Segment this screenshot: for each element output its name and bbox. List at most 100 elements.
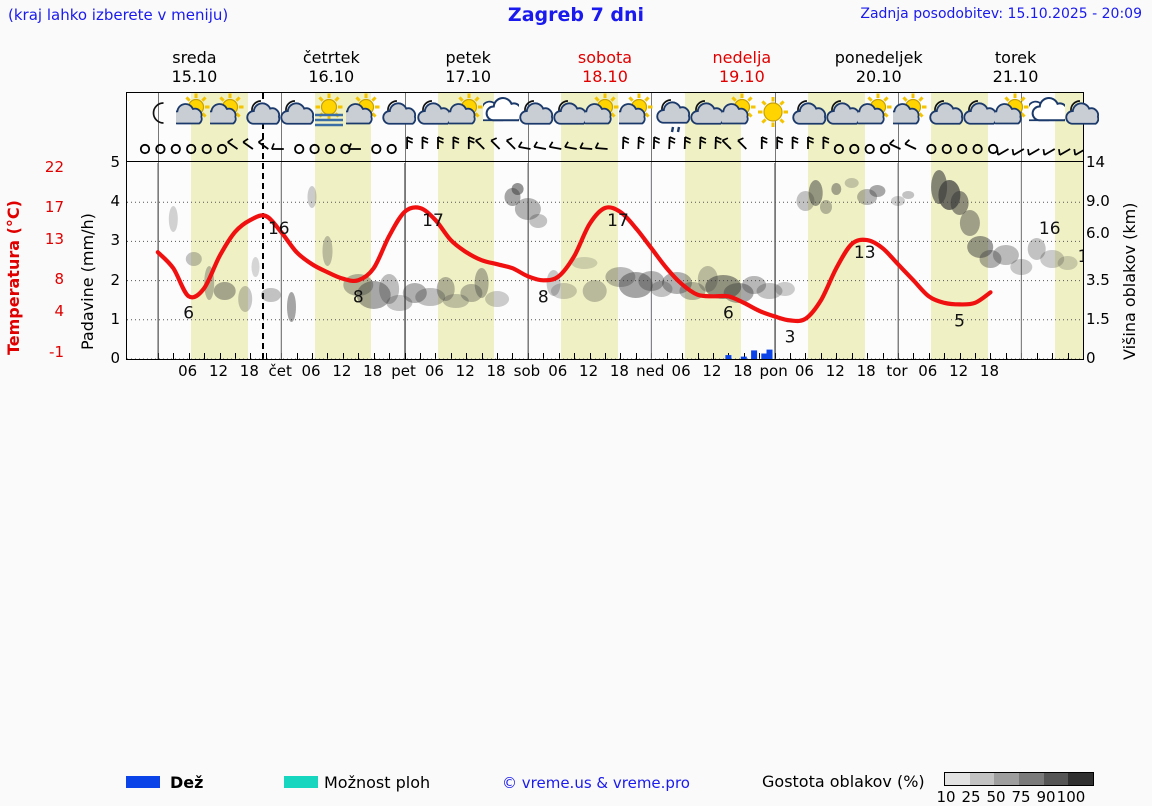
cloud-blob-48: [891, 196, 905, 206]
weather-icon-moon-cloud-23: [927, 93, 963, 135]
precip-bar-2: [751, 350, 757, 359]
day-date: 21.10: [947, 67, 1084, 86]
cloud-blob-28: [583, 280, 607, 302]
temperature-axis-title: Temperatura (°C): [4, 175, 23, 355]
weather-icon-sun-cloud-6: [346, 93, 382, 135]
cloud-blob-44: [831, 183, 841, 195]
weather-icon-sun-cloud-21: [858, 93, 894, 135]
precipitation-tick-4: 1: [104, 310, 120, 328]
cloud-blob-7: [287, 292, 296, 322]
temp-annotation-1: 16: [268, 219, 290, 239]
temp-annotation-3: 17: [422, 211, 444, 231]
temp-annotation-5: 17: [607, 211, 629, 231]
temp-annotation-6: 6: [723, 303, 734, 323]
temp-annotation-7: 3: [785, 327, 796, 347]
precipitation-tick-3: 2: [104, 271, 120, 289]
weather-icon-moon-cloud-3: [244, 93, 280, 135]
precipitation-tick-2: 3: [104, 231, 120, 249]
cloud-blob-60: [1058, 256, 1078, 270]
weather-icon-sun-cloud-25: [995, 93, 1031, 135]
day-name: nedelja: [673, 48, 810, 67]
day-date: 16.10: [263, 67, 400, 86]
cloud-blob-43: [820, 200, 832, 214]
weather-icon-sun-cloud-22: [893, 93, 929, 135]
day-name: torek: [947, 48, 1084, 67]
temp-annotation-8: 13: [854, 243, 876, 263]
day-date: 18.10: [537, 67, 674, 86]
cloud-density-step-4: [1044, 773, 1069, 785]
cloud-blob-27: [571, 257, 597, 269]
precipitation-axis-title: Padavine (mm/h): [78, 180, 97, 350]
cloud-blob-40: [775, 282, 795, 296]
temp-annotation-0: 6: [183, 303, 194, 323]
weather-icon-moon-cloud-7: [380, 93, 416, 135]
temperature-tick-1: 17: [30, 198, 64, 216]
cloud-density-tick-5: 100: [1056, 788, 1086, 806]
temp-annotation-4: 8: [538, 287, 549, 307]
cloud-blob-42: [809, 180, 823, 206]
weather-icon-moon-cloud-24: [961, 93, 997, 135]
cloud-blob-47: [869, 185, 885, 197]
temperature-tick-0: 22: [30, 158, 64, 176]
day-name: petek: [400, 48, 537, 67]
cloud-blob-49: [902, 191, 914, 199]
weather-icon-sun-cloud-9: [449, 93, 485, 135]
weather-icon-sun-fog-5: [312, 93, 348, 135]
header-bar: (kraj lahko izberete v meniju) Zagreb 7 …: [0, 0, 1152, 30]
cloud-blob-8: [308, 186, 317, 208]
cloud-height-tick-0: 14: [1086, 153, 1120, 171]
precip-bar-3: [761, 354, 767, 360]
rain-color-swatch: [126, 776, 160, 788]
cloud-height-tick-1: 9.0: [1086, 192, 1120, 210]
weather-icon-moon-cloud-8: [415, 93, 451, 135]
weather-icon-band: [127, 93, 1083, 136]
cloud-blob-0: [169, 206, 178, 232]
cloud-height-tick-5: 0: [1086, 349, 1120, 367]
cloud-density-step-1: [970, 773, 995, 785]
cloud-density-step-2: [994, 773, 1019, 785]
weather-icon-moon-0: [141, 93, 177, 135]
rain-legend-label: Dež: [170, 773, 203, 792]
showers-color-swatch: [284, 776, 318, 788]
weather-icon-moon-drizzle-15: [654, 93, 690, 135]
cloud-blob-53: [960, 210, 980, 236]
weather-icon-sun-cloud-2: [210, 93, 246, 135]
weather-icon-sun-cloud-13: [585, 93, 621, 135]
precipitation-tick-0: 5: [104, 153, 120, 171]
cloud-height-tick-4: 1.5: [1086, 310, 1120, 328]
last-update-text: Zadnja posodobitev: 15.10.2025 - 20:09: [860, 6, 1142, 22]
cloud-height-axis-title: Višina oblakov (km): [1120, 170, 1139, 360]
precipitation-tick-5: 0: [104, 349, 120, 367]
precip-bar-0: [725, 355, 731, 359]
day-name: sreda: [126, 48, 263, 67]
weather-icon-moon-cloud-20: [824, 93, 860, 135]
cloud-density-step-5: [1068, 773, 1093, 785]
day-name: ponedeljek: [810, 48, 947, 67]
weather-icon-moon-cloud-19: [790, 93, 826, 135]
weather-icon-cloud-26: [1029, 93, 1065, 135]
temp-annotation-9: 5: [954, 311, 965, 331]
weather-icon-sun-18: [756, 93, 792, 135]
copyright-link[interactable]: © vreme.us & vreme.pro: [502, 774, 690, 792]
precipitation-tick-1: 4: [104, 192, 120, 210]
cloud-height-tick-2: 6.0: [1086, 224, 1120, 242]
day-date: 20.10: [810, 67, 947, 86]
weather-icon-sun-cloud-1: [176, 93, 212, 135]
x-tick-label-26: 18: [969, 362, 1009, 380]
cloud-blob-24: [529, 214, 547, 228]
precip-bar-4: [767, 350, 773, 359]
cloud-density-legend-title: Gostota oblakov (%): [762, 772, 925, 791]
day-date: 17.10: [400, 67, 537, 86]
cloud-blob-45: [845, 178, 859, 188]
cloud-density-step-0: [945, 773, 970, 785]
cloud-blob-22: [512, 183, 524, 195]
cloud-blob-5: [252, 257, 260, 277]
